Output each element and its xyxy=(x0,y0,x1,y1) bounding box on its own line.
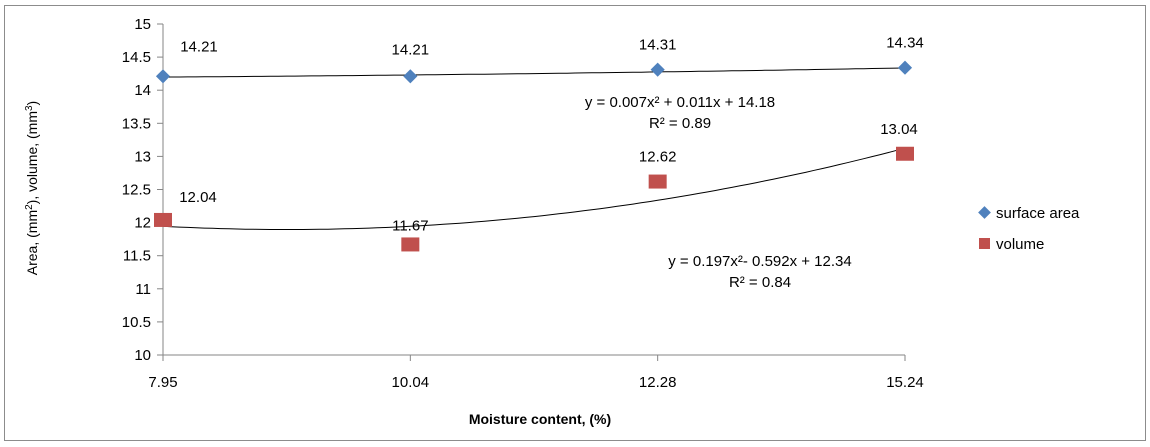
legend-label-surface-area: surface area xyxy=(996,205,1080,222)
y-axis-title: Area, (mm2), volume, (mm3) xyxy=(24,101,40,275)
legend-square-icon xyxy=(979,238,990,249)
legend-item-volume: volume xyxy=(979,236,1044,253)
y-tick-label: 11.5 xyxy=(123,248,151,265)
x-tick-label: 7.95 xyxy=(148,374,177,391)
data-label: 13.04 xyxy=(880,121,918,138)
markers xyxy=(154,60,914,252)
data-label: 14.34 xyxy=(886,35,924,52)
y-tick-label: 14.5 xyxy=(122,49,151,66)
data-label: 14.31 xyxy=(639,37,677,54)
volume-point xyxy=(154,212,172,227)
y-tick-label: 14 xyxy=(134,82,151,99)
trendline-surface-area xyxy=(162,67,906,78)
y-tick-label: 10 xyxy=(134,347,151,364)
y-tick-label: 10.5 xyxy=(122,314,151,331)
data-label: 14.21 xyxy=(392,41,430,58)
chart-frame xyxy=(4,5,1146,441)
y-tick-label: 11 xyxy=(135,281,151,298)
data-label: 11.67 xyxy=(392,217,428,234)
x-tick-label: 10.04 xyxy=(392,374,430,391)
y-tick-label: 13.5 xyxy=(122,115,151,132)
surface-area-point xyxy=(650,62,665,77)
y-tick-label: 12.5 xyxy=(122,182,151,199)
volume-point xyxy=(648,174,667,189)
legend-diamond-icon xyxy=(978,206,991,219)
legend-label-volume: volume xyxy=(996,236,1044,253)
legend: surface area volume xyxy=(978,205,1080,253)
surface-area-point xyxy=(403,69,418,84)
y-tick-label: 12 xyxy=(134,215,151,232)
volume-point xyxy=(896,146,914,161)
trendline-equation: y = 0.197x²- 0.592x + 12.34 xyxy=(668,253,851,270)
trendline-r2: R² = 0.84 xyxy=(729,274,791,291)
data-label: 12.04 xyxy=(179,189,217,206)
y-tick-label: 15 xyxy=(134,16,151,33)
x-tick-label: 12.28 xyxy=(639,374,677,391)
trendline-r2: R² = 0.89 xyxy=(649,115,711,132)
trendline-equation: y = 0.007x² + 0.011x + 14.18 xyxy=(585,94,775,111)
volume-point xyxy=(401,237,420,252)
y-tick-label: 13 xyxy=(134,148,151,165)
data-label: 12.62 xyxy=(639,149,677,166)
trendline-volume xyxy=(162,147,906,230)
data-label: 14.21 xyxy=(180,38,218,55)
x-axis-title: Moisture content, (%) xyxy=(469,411,611,427)
surface-area-point xyxy=(155,69,171,84)
data-labels: 14.21 14.21 14.31 14.34 12.04 11.67 12.62 13.04… xyxy=(179,35,924,291)
axes: 10 10.5 11 11.5 12 12.5 13 13.5 14 14.5 15 7.95 10.0… xyxy=(122,16,924,391)
trendlines xyxy=(162,67,906,230)
legend-item-surface-area: surface area xyxy=(978,205,1080,222)
surface-area-point xyxy=(897,60,913,75)
x-tick-label: 15.24 xyxy=(886,374,924,391)
